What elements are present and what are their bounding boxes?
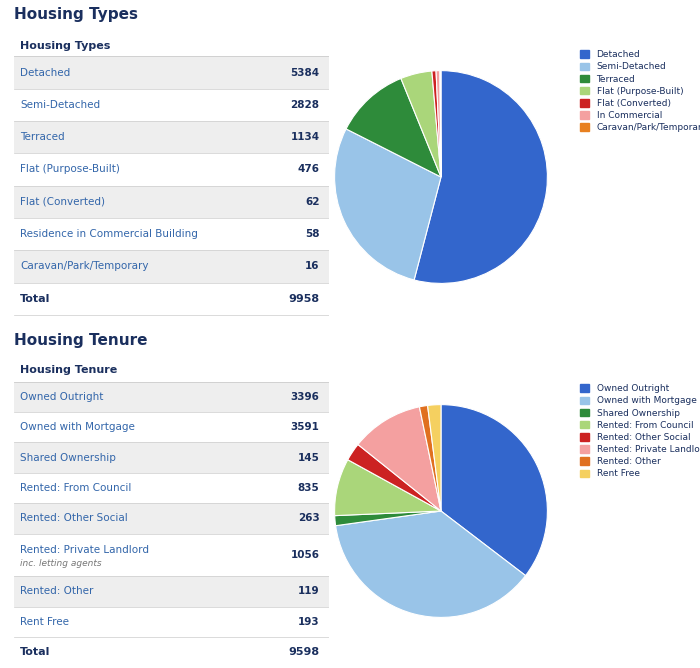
Bar — [14, 534, 329, 576]
Text: 62: 62 — [305, 197, 319, 207]
Wedge shape — [335, 511, 526, 617]
Bar — [14, 154, 329, 186]
Text: 263: 263 — [298, 514, 319, 524]
Text: 3396: 3396 — [290, 392, 319, 402]
Text: Total: Total — [20, 294, 50, 304]
Bar — [14, 218, 329, 250]
Wedge shape — [441, 405, 547, 576]
Text: Housing Tenure: Housing Tenure — [14, 333, 148, 348]
Bar — [14, 186, 329, 218]
Text: 476: 476 — [298, 164, 319, 174]
Bar — [14, 607, 329, 637]
Text: Semi-Detached: Semi-Detached — [20, 100, 100, 110]
Text: Rented: From Council: Rented: From Council — [20, 483, 132, 493]
Text: 835: 835 — [298, 483, 319, 493]
Text: 9958: 9958 — [288, 294, 319, 304]
Text: Owned Outright: Owned Outright — [20, 392, 104, 402]
Bar — [14, 412, 329, 442]
Wedge shape — [335, 511, 441, 526]
Wedge shape — [428, 405, 441, 511]
Text: Housing Types: Housing Types — [14, 7, 138, 23]
Wedge shape — [432, 71, 441, 177]
Text: Housing Types: Housing Types — [20, 41, 111, 51]
Bar — [14, 283, 329, 315]
Wedge shape — [358, 407, 441, 511]
Text: Housing Tenure: Housing Tenure — [20, 365, 118, 375]
Bar — [14, 89, 329, 121]
Bar — [14, 56, 329, 89]
Text: Shared Ownership: Shared Ownership — [20, 453, 116, 463]
Bar — [14, 473, 329, 503]
Legend: Owned Outright, Owned with Mortgage, Shared Ownership, Rented: From Council, Ren: Owned Outright, Owned with Mortgage, Sha… — [578, 383, 700, 480]
Text: 1056: 1056 — [290, 550, 319, 560]
Bar — [14, 121, 329, 154]
Text: Residence in Commercial Building: Residence in Commercial Building — [20, 229, 198, 239]
Wedge shape — [436, 71, 441, 177]
Text: Rented: Other Social: Rented: Other Social — [20, 514, 128, 524]
Text: Terraced: Terraced — [20, 132, 65, 142]
Text: Rented: Private Landlord: Rented: Private Landlord — [20, 545, 149, 555]
Text: 1134: 1134 — [290, 132, 319, 142]
Text: Caravan/Park/Temporary: Caravan/Park/Temporary — [20, 261, 149, 271]
Text: 3591: 3591 — [290, 422, 319, 432]
Text: 5384: 5384 — [290, 67, 319, 77]
Bar — [14, 442, 329, 473]
Wedge shape — [348, 444, 441, 511]
Text: 119: 119 — [298, 587, 319, 597]
Legend: Detached, Semi-Detached, Terraced, Flat (Purpose-Built), Flat (Converted), In Co: Detached, Semi-Detached, Terraced, Flat … — [578, 49, 700, 134]
Wedge shape — [335, 460, 441, 516]
Wedge shape — [419, 405, 441, 511]
Text: Owned with Mortgage: Owned with Mortgage — [20, 422, 135, 432]
Bar — [14, 576, 329, 607]
Text: 193: 193 — [298, 617, 319, 627]
Bar — [14, 637, 329, 667]
Wedge shape — [335, 129, 441, 280]
Text: 16: 16 — [305, 261, 319, 271]
Text: 145: 145 — [298, 453, 319, 463]
Wedge shape — [401, 71, 441, 177]
Wedge shape — [440, 71, 441, 177]
Wedge shape — [346, 78, 441, 177]
Text: Rented: Other: Rented: Other — [20, 587, 94, 597]
Text: Flat (Purpose-Built): Flat (Purpose-Built) — [20, 164, 120, 174]
Bar — [14, 250, 329, 283]
Bar — [14, 503, 329, 534]
Bar — [14, 381, 329, 412]
Wedge shape — [414, 71, 547, 283]
Text: 2828: 2828 — [290, 100, 319, 110]
Text: Flat (Converted): Flat (Converted) — [20, 197, 105, 207]
Text: Detached: Detached — [20, 67, 71, 77]
Text: Total: Total — [20, 647, 50, 657]
Text: Rent Free: Rent Free — [20, 617, 69, 627]
Text: inc. letting agents: inc. letting agents — [20, 559, 102, 568]
Text: 9598: 9598 — [288, 647, 319, 657]
Text: 58: 58 — [305, 229, 319, 239]
